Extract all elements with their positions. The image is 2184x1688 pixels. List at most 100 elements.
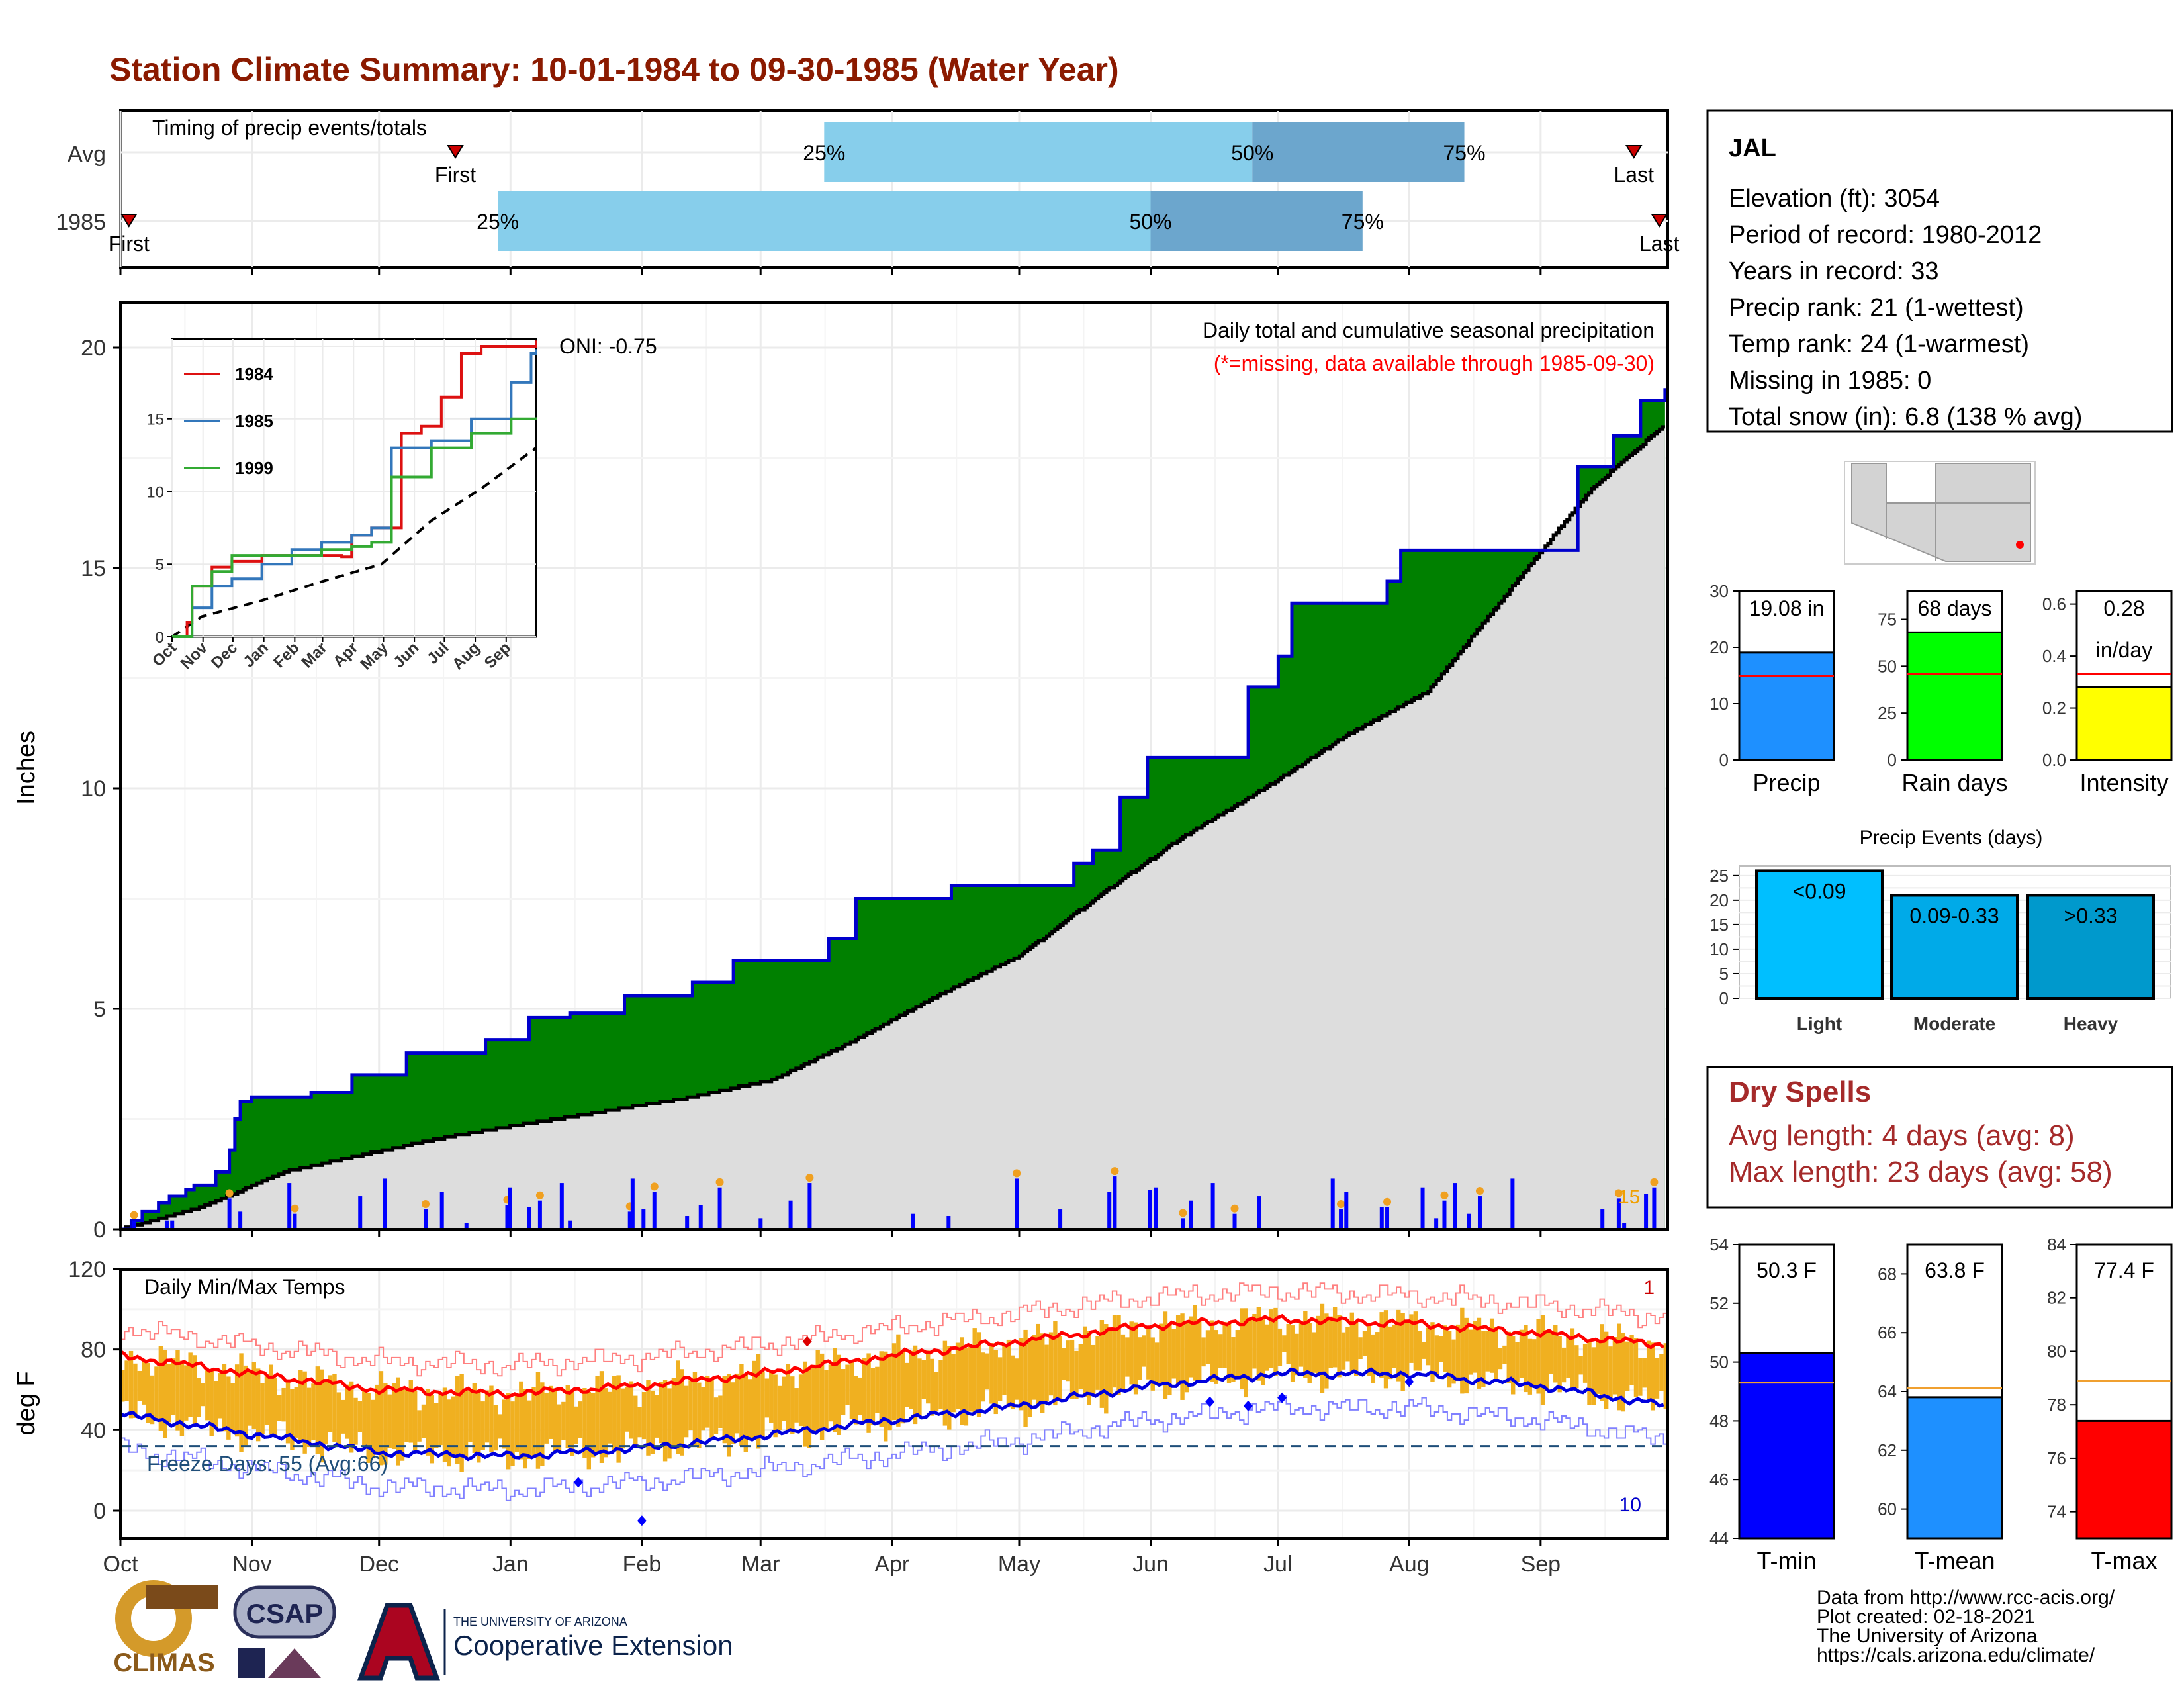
daily-temp-bar <box>1621 1332 1625 1412</box>
summary-bar-tick-label: 10 <box>1709 694 1729 714</box>
daily-temp-bar <box>845 1364 850 1405</box>
daily-temp-bar <box>709 1378 714 1438</box>
daily-temp-bar <box>798 1374 803 1427</box>
daily-temp-bar <box>858 1377 862 1415</box>
daily-temp-bar <box>366 1393 371 1463</box>
locator-map <box>1844 461 2036 565</box>
csap-logo-mountain <box>268 1648 321 1678</box>
daily-precip-bar <box>652 1192 657 1229</box>
daily-temp-bar <box>1540 1315 1545 1405</box>
daily-temp-bar <box>764 1378 770 1418</box>
timing-bar-q1 <box>498 191 1151 251</box>
daily-temp-bar <box>281 1387 286 1422</box>
daily-temp-bar <box>1048 1332 1054 1396</box>
daily-temp-bar <box>1298 1323 1304 1367</box>
daily-temp-bar <box>421 1404 426 1438</box>
temp-summary-name: T-mean <box>1914 1547 1995 1574</box>
daily-precip-bar <box>383 1178 387 1229</box>
summary-bar-tick-label: 20 <box>1709 637 1729 657</box>
daily-temp-bar <box>833 1348 837 1432</box>
daily-temp-bar <box>1485 1331 1490 1372</box>
temp-record-marker <box>1243 1400 1253 1411</box>
daily-temp-bar <box>565 1385 570 1448</box>
daily-temp-bar <box>540 1382 545 1466</box>
daily-precip-bar <box>238 1211 243 1229</box>
daily-temp-bar <box>913 1345 918 1425</box>
daily-precip-marker <box>291 1204 299 1213</box>
daily-temp-bar <box>1553 1325 1558 1383</box>
daily-precip-marker <box>1440 1191 1449 1199</box>
temp-summary-value <box>2075 1419 2173 1540</box>
daily-temp-bar <box>964 1348 969 1426</box>
daily-temp-bar <box>891 1343 897 1421</box>
timing-last-label: Last <box>1614 163 1655 187</box>
daily-temp-bar <box>1252 1313 1257 1369</box>
temp-record-marker <box>1277 1392 1287 1403</box>
daily-temp-bar <box>426 1389 430 1456</box>
daily-temp-bar <box>1273 1307 1278 1376</box>
daily-temp-bar <box>1549 1331 1554 1374</box>
month-tick-label: May <box>998 1552 1040 1577</box>
daily-temp-bar <box>1524 1325 1528 1393</box>
daily-temp-bar <box>1498 1348 1503 1370</box>
csap-logo: CSAP <box>233 1585 336 1678</box>
daily-temp-bar <box>769 1370 774 1423</box>
daily-temp-bar <box>1566 1336 1570 1378</box>
summary-bar-name: Rain days <box>1901 769 2007 796</box>
daily-temp-bar <box>1430 1322 1435 1382</box>
daily-temp-bar <box>251 1362 256 1429</box>
temp-summary-tick-label: 62 <box>1878 1440 1897 1460</box>
daily-temp-bar <box>1142 1335 1147 1367</box>
daily-temp-bar <box>1574 1345 1579 1389</box>
daily-temp-bar <box>1404 1322 1410 1376</box>
temp-title: Daily Min/Max Temps <box>144 1275 345 1299</box>
daily-temp-bar <box>739 1364 744 1446</box>
daily-temp-bar <box>502 1399 506 1449</box>
temp-top-right: 1 <box>1643 1277 1655 1299</box>
daily-temp-bar <box>1307 1323 1312 1383</box>
temp-summary-tick-label: 48 <box>1709 1411 1729 1430</box>
ua-logo-big-text: Cooperative Extension <box>453 1630 733 1661</box>
daily-temp-bar <box>158 1346 163 1431</box>
daily-precip-bar <box>1385 1207 1390 1229</box>
daily-precip-bar <box>1015 1178 1019 1229</box>
daily-temp-bar <box>1510 1336 1516 1395</box>
daily-precip-marker <box>1230 1204 1239 1213</box>
summary-bar-tick-label: 0.2 <box>2042 698 2066 718</box>
daily-temp-bar <box>1612 1337 1617 1395</box>
credit-line-3: The University of Arizona <box>1817 1625 2038 1647</box>
daily-temp-bar <box>302 1371 307 1454</box>
daily-temp-bar <box>375 1384 379 1454</box>
daily-temp-bar <box>650 1390 655 1454</box>
precip-corner-label: 15 <box>1618 1186 1640 1208</box>
daily-temp-bar <box>574 1406 578 1444</box>
daily-temp-bar <box>451 1396 456 1458</box>
daily-temp-bar <box>917 1358 922 1417</box>
month-x-ticks: Oct Nov Dec Jan Feb Mar Apr May Jun Jul Aug Sep <box>103 1229 1561 1577</box>
daily-precip-bar <box>1434 1218 1439 1229</box>
daily-temp-bar <box>408 1380 413 1443</box>
daily-temp-bar <box>862 1358 867 1421</box>
daily-temp-bar <box>896 1334 901 1427</box>
daily-temp-bar <box>1371 1334 1376 1383</box>
daily-temp-bar <box>608 1391 613 1444</box>
daily-temp-bar <box>790 1376 795 1434</box>
events-bar-name: Heavy <box>2064 1013 2118 1034</box>
daily-temp-bar <box>1240 1308 1244 1389</box>
daily-temp-bar <box>680 1369 684 1456</box>
daily-temp-bar <box>1154 1342 1160 1384</box>
daily-temp-bar <box>1214 1330 1219 1384</box>
daily-temp-bar <box>561 1401 566 1440</box>
ua-logo-small-text: THE UNIVERSITY OF ARIZONA <box>453 1615 627 1628</box>
temp-summary-tick-label: 64 <box>1878 1382 1897 1401</box>
daily-temp-bar <box>612 1376 617 1452</box>
precip-y-tick-label: 10 <box>81 776 106 802</box>
daily-temp-bar <box>1218 1334 1223 1368</box>
station-line: Years in record: 33 <box>1729 258 1939 285</box>
daily-temp-bar <box>1332 1307 1338 1368</box>
daily-temp-bar <box>128 1350 134 1419</box>
daily-temp-bar <box>277 1395 282 1421</box>
daily-temp-bar <box>1036 1323 1040 1406</box>
daily-temp-bar <box>468 1391 473 1442</box>
daily-temp-bar <box>243 1365 248 1446</box>
